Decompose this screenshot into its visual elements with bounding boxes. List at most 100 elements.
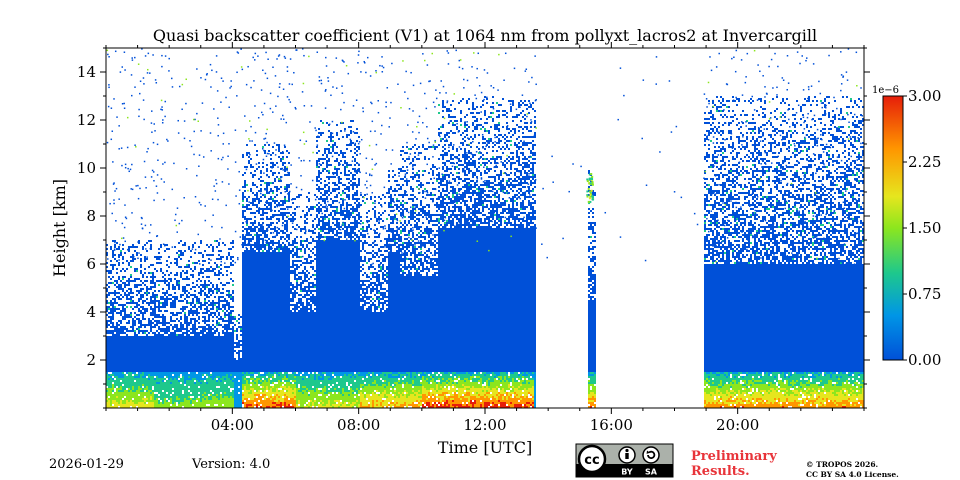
backscatter-speckle bbox=[244, 216, 246, 218]
backscatter-column bbox=[314, 312, 316, 372]
backscatter-speckle bbox=[154, 326, 156, 328]
backscatter-speckle bbox=[338, 188, 340, 190]
backscatter-speckle bbox=[118, 328, 120, 330]
backscatter-speckle bbox=[356, 172, 358, 174]
backscatter-column bbox=[316, 240, 318, 372]
backscatter-speckle bbox=[318, 224, 320, 226]
backscatter-speckle bbox=[306, 196, 308, 198]
aerosol-layer-cell bbox=[162, 386, 164, 388]
backscatter-speckle bbox=[224, 244, 226, 246]
backscatter-speckle bbox=[252, 228, 254, 230]
aerosol-layer-cell bbox=[332, 386, 334, 388]
backscatter-speckle bbox=[172, 332, 174, 334]
backscatter-speckle bbox=[174, 324, 176, 326]
backscatter-speckle bbox=[336, 158, 338, 160]
aerosol-layer-cell bbox=[238, 372, 240, 374]
aerosol-layer-cell bbox=[272, 396, 274, 398]
backscatter-speckle bbox=[220, 282, 222, 284]
backscatter-speckle bbox=[280, 204, 282, 206]
backscatter-speckle bbox=[160, 244, 162, 246]
backscatter-speckle bbox=[340, 226, 342, 228]
aerosol-layer-cell bbox=[350, 394, 352, 396]
aerosol-layer-cell bbox=[140, 400, 142, 402]
backscatter-column bbox=[108, 336, 110, 372]
backscatter-speckle bbox=[234, 330, 236, 332]
backscatter-speckle bbox=[166, 302, 168, 304]
backscatter-speckle bbox=[150, 298, 152, 300]
aerosol-layer-cell bbox=[350, 390, 352, 392]
aerosol-layer-cell bbox=[346, 376, 348, 378]
aerosol-layer-cell bbox=[220, 388, 222, 390]
backscatter-speckle bbox=[296, 288, 298, 290]
aerosol-layer-cell bbox=[114, 400, 116, 402]
backscatter-speckle bbox=[258, 222, 260, 224]
backscatter-speckle bbox=[216, 264, 218, 266]
backscatter-speckle bbox=[200, 240, 202, 242]
backscatter-speckle bbox=[124, 318, 126, 320]
aerosol-layer-cell bbox=[148, 374, 150, 376]
backscatter-speckle bbox=[306, 294, 308, 296]
backscatter-speckle bbox=[324, 224, 326, 226]
aerosol-layer-cell bbox=[300, 384, 302, 386]
backscatter-speckle bbox=[342, 136, 344, 138]
aerosol-layer-cell bbox=[352, 394, 354, 396]
aerosol-layer-cell bbox=[146, 384, 148, 386]
backscatter-column bbox=[128, 336, 130, 372]
backscatter-speckle bbox=[284, 250, 286, 252]
backscatter-column bbox=[338, 240, 340, 372]
backscatter-speckle bbox=[224, 332, 226, 334]
backscatter-speckle bbox=[310, 300, 312, 302]
aerosol-layer-cell bbox=[222, 374, 224, 376]
aerosol-layer-cell bbox=[270, 396, 272, 398]
backscatter-speckle bbox=[138, 326, 140, 328]
aerosol-layer-cell bbox=[182, 388, 184, 390]
aerosol-layer-cell bbox=[180, 380, 182, 382]
aerosol-layer-cell bbox=[116, 388, 118, 390]
backscatter-speckle bbox=[308, 210, 310, 212]
aerosol-layer-cell bbox=[280, 402, 282, 404]
aerosol-layer-cell bbox=[160, 396, 162, 398]
aerosol-layer-cell bbox=[178, 404, 180, 406]
backscatter-speckle bbox=[172, 306, 174, 308]
aerosol-layer-cell bbox=[334, 406, 336, 408]
aerosol-layer-cell bbox=[136, 384, 138, 386]
backscatter-speckle bbox=[178, 266, 180, 268]
backscatter-speckle bbox=[270, 224, 272, 226]
aerosol-layer-cell bbox=[188, 396, 190, 398]
aerosol-layer-cell bbox=[338, 376, 340, 378]
aerosol-layer-cell bbox=[174, 394, 176, 396]
backscatter-speckle bbox=[144, 268, 146, 270]
aerosol-layer-cell bbox=[260, 400, 262, 402]
aerosol-layer-cell bbox=[140, 378, 142, 380]
backscatter-speckle bbox=[258, 198, 260, 200]
aerosol-layer-cell bbox=[336, 380, 338, 382]
backscatter-speckle bbox=[204, 302, 206, 304]
backscatter-speckle bbox=[288, 212, 290, 214]
aerosol-layer-cell bbox=[152, 402, 154, 404]
aerosol-layer-cell bbox=[106, 404, 108, 406]
aerosol-layer-cell bbox=[116, 402, 118, 404]
backscatter-speckle bbox=[112, 314, 114, 316]
backscatter-column bbox=[266, 252, 268, 372]
aerosol-layer-cell bbox=[288, 388, 290, 390]
backscatter-speckle bbox=[292, 266, 294, 268]
backscatter-speckle bbox=[162, 304, 164, 306]
aerosol-layer-cell bbox=[202, 382, 204, 384]
aerosol-layer-cell bbox=[142, 382, 144, 384]
backscatter-speckle bbox=[286, 234, 288, 236]
backscatter-speckle bbox=[278, 244, 280, 246]
aerosol-layer-cell bbox=[332, 378, 334, 380]
backscatter-speckle bbox=[160, 298, 162, 300]
aerosol-layer-cell bbox=[326, 390, 328, 392]
aerosol-layer-cell bbox=[172, 376, 174, 378]
backscatter-speckle bbox=[140, 322, 142, 324]
aerosol-layer-cell bbox=[200, 402, 202, 404]
aerosol-layer-cell bbox=[176, 392, 178, 394]
backscatter-speckle bbox=[326, 160, 328, 162]
backscatter-speckle bbox=[152, 296, 154, 298]
aerosol-layer-cell bbox=[308, 394, 310, 396]
aerosol-layer-cell bbox=[122, 386, 124, 388]
backscatter-speckle bbox=[210, 304, 212, 306]
aerosol-layer-cell bbox=[336, 374, 338, 376]
backscatter-speckle bbox=[116, 268, 118, 270]
